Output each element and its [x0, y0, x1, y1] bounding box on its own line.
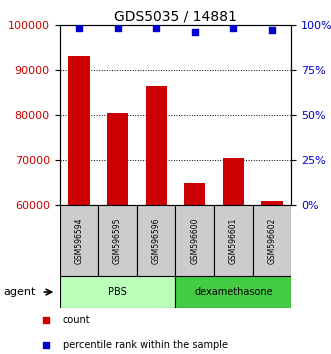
Bar: [60, 205, 98, 276]
Bar: [137, 205, 175, 276]
Text: count: count: [63, 315, 90, 325]
Bar: [146, 86, 167, 205]
Bar: [98, 205, 137, 276]
Point: [269, 27, 275, 33]
Bar: [60, 276, 175, 308]
Text: GSM596600: GSM596600: [190, 217, 199, 264]
Text: GSM596601: GSM596601: [229, 217, 238, 264]
Text: GSM596594: GSM596594: [74, 217, 83, 264]
Text: percentile rank within the sample: percentile rank within the sample: [63, 340, 228, 350]
Bar: [253, 205, 291, 276]
Text: GSM596596: GSM596596: [152, 217, 161, 264]
Bar: [184, 183, 205, 205]
Text: GSM596595: GSM596595: [113, 217, 122, 264]
Bar: [68, 56, 89, 205]
Bar: [214, 205, 253, 276]
Text: agent: agent: [3, 287, 36, 297]
Bar: [175, 205, 214, 276]
Point: [192, 29, 197, 35]
Point: [115, 25, 120, 31]
Point: [76, 25, 81, 31]
Point: [231, 25, 236, 31]
Bar: [223, 158, 244, 205]
Title: GDS5035 / 14881: GDS5035 / 14881: [114, 10, 237, 24]
Bar: [261, 201, 283, 205]
Bar: [175, 276, 291, 308]
Point: [154, 25, 159, 31]
Text: GSM596602: GSM596602: [267, 217, 276, 264]
Text: PBS: PBS: [108, 287, 127, 297]
Text: dexamethasone: dexamethasone: [194, 287, 273, 297]
Bar: [107, 113, 128, 205]
